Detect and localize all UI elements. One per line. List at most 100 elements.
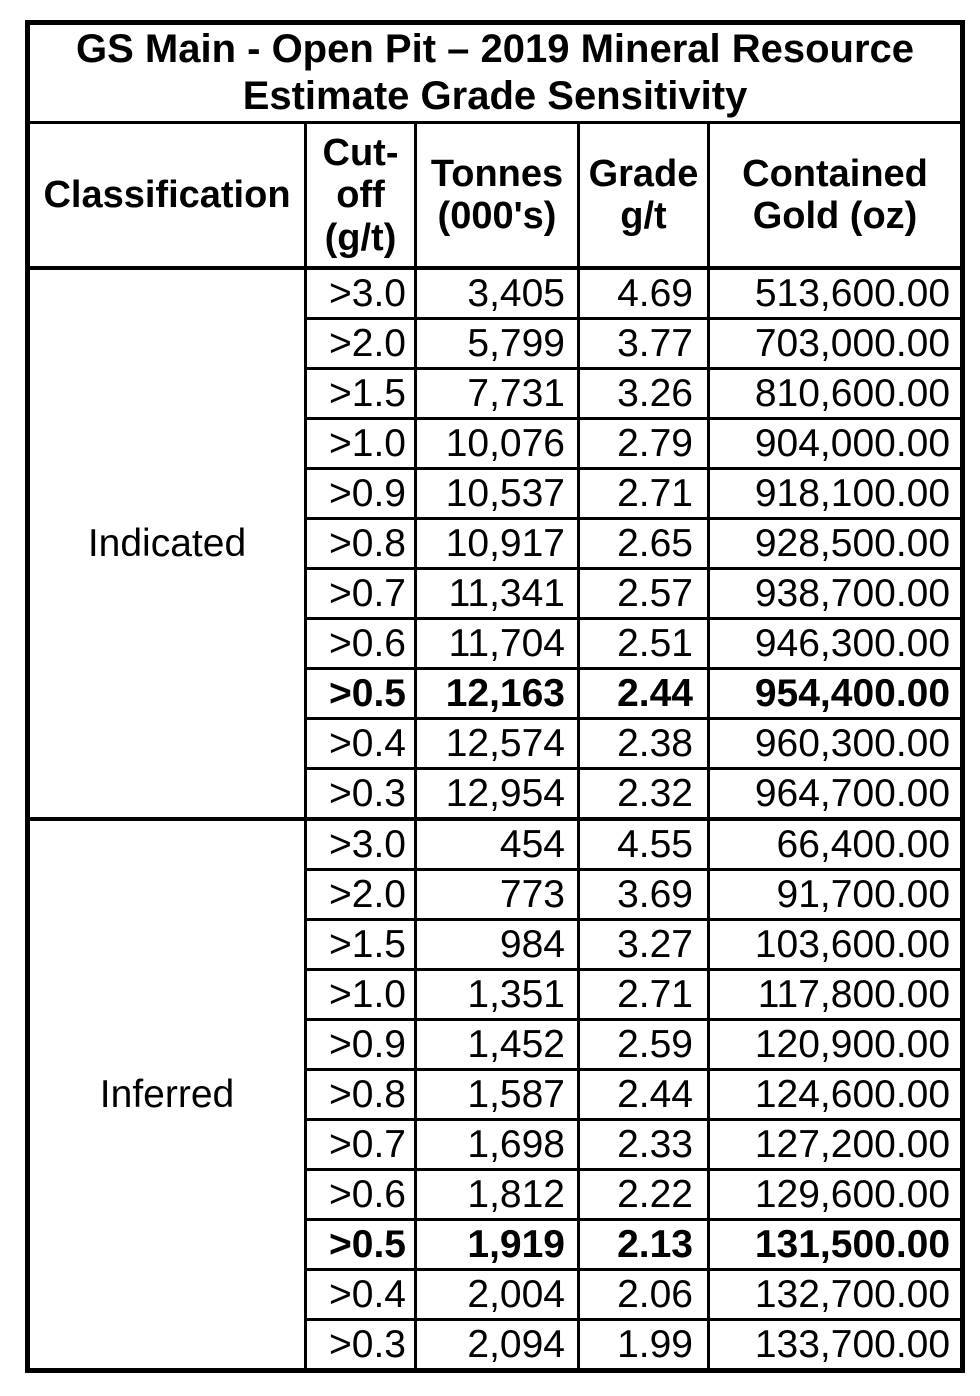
table-row: >0.4 2,004 2.06 132,700.00 xyxy=(28,1268,965,1322)
cutoff-cell: >0.8 xyxy=(304,1068,417,1122)
cutoff-cell: >0.7 xyxy=(304,567,417,621)
tonnes-cell: 1,698 xyxy=(414,1118,580,1172)
contained-gold-cell: 703,000.00 xyxy=(706,317,965,371)
grade-cell: 3.77 xyxy=(577,317,710,371)
table-row: >1.5 7,731 3.26 810,600.00 xyxy=(28,367,965,421)
cutoff-cell: >0.5 xyxy=(304,667,417,721)
tonnes-cell: 11,704 xyxy=(414,617,580,671)
contained-gold-cell: 918,100.00 xyxy=(706,467,965,521)
cutoff-cell: >0.4 xyxy=(304,717,417,771)
grade-cell: 2.32 xyxy=(577,767,710,821)
contained-gold-cell: 127,200.00 xyxy=(706,1118,965,1172)
grade-cell: 2.38 xyxy=(577,717,710,771)
contained-gold-cell: 129,600.00 xyxy=(706,1168,965,1222)
table-row: >0.9 1,452 2.59 120,900.00 xyxy=(28,1018,965,1072)
title-row: GS Main - Open Pit – 2019 Mineral Resour… xyxy=(25,20,965,125)
grade-cell: 3.69 xyxy=(577,868,710,922)
grade-cell: 2.44 xyxy=(577,667,710,721)
contained-gold-cell: 964,700.00 xyxy=(706,767,965,821)
col-header-tonnes: Tonnes (000's) xyxy=(414,121,580,270)
grade-cell: 2.71 xyxy=(577,467,710,521)
tonnes-cell: 10,537 xyxy=(414,467,580,521)
table-row: >0.8 1,587 2.44 124,600.00 xyxy=(28,1068,965,1122)
grade-cell: 3.26 xyxy=(577,367,710,421)
grade-cell: 2.59 xyxy=(577,1018,710,1072)
contained-gold-cell: 103,600.00 xyxy=(706,918,965,972)
tonnes-cell: 1,812 xyxy=(414,1168,580,1222)
contained-gold-cell: 132,700.00 xyxy=(706,1268,965,1322)
contained-gold-cell: 928,500.00 xyxy=(706,517,965,571)
cutoff-cell: >0.6 xyxy=(304,617,417,671)
table-row: >0.9 10,537 2.71 918,100.00 xyxy=(28,467,965,521)
tonnes-cell: 5,799 xyxy=(414,317,580,371)
grade-sensitivity-table: GS Main - Open Pit – 2019 Mineral Resour… xyxy=(25,20,966,1374)
grade-cell: 2.33 xyxy=(577,1118,710,1172)
col-header-contained-gold: Contained Gold (oz) xyxy=(706,121,965,270)
tonnes-cell: 984 xyxy=(414,918,580,972)
cutoff-cell: >0.4 xyxy=(304,1268,417,1322)
table-row: >1.5 984 3.27 103,600.00 xyxy=(28,918,965,972)
grade-cell: 4.55 xyxy=(577,817,710,872)
table-row: >1.0 1,351 2.71 117,800.00 xyxy=(28,968,965,1022)
grade-cell: 2.57 xyxy=(577,567,710,621)
contained-gold-cell: 124,600.00 xyxy=(706,1068,965,1122)
tonnes-cell: 773 xyxy=(414,868,580,922)
mineral-resource-table: GS Main - Open Pit – 2019 Mineral Resour… xyxy=(25,20,966,1374)
tonnes-cell: 1,919 xyxy=(414,1218,580,1272)
contained-gold-cell: 91,700.00 xyxy=(706,868,965,922)
contained-gold-cell: 904,000.00 xyxy=(706,417,965,471)
table-row: Inferred >3.0 454 4.55 66,400.00 xyxy=(26,817,965,1373)
tonnes-cell: 12,954 xyxy=(414,767,580,821)
table-row: >0.6 11,704 2.51 946,300.00 xyxy=(28,617,965,671)
cutoff-cell: >3.0 xyxy=(304,817,417,872)
tonnes-cell: 1,587 xyxy=(414,1068,580,1122)
table-row: >0.6 1,812 2.22 129,600.00 xyxy=(28,1168,965,1222)
cutoff-cell: >1.0 xyxy=(304,417,417,471)
grade-cell: 2.65 xyxy=(577,517,710,571)
table-row: >0.5 12,163 2.44 954,400.00 xyxy=(28,667,965,721)
contained-gold-cell: 133,700.00 xyxy=(706,1318,965,1373)
contained-gold-cell: 954,400.00 xyxy=(706,667,965,721)
grade-cell: 2.71 xyxy=(577,968,710,1022)
table-body: Indicated >3.0 3,405 4.69 513,600.00 >2.0 5,79… xyxy=(26,266,965,1373)
grade-cell: 4.69 xyxy=(577,266,710,321)
classification-cell: Indicated xyxy=(26,266,307,821)
grade-cell: 2.44 xyxy=(577,1068,710,1122)
table-row: >2.0 773 3.69 91,700.00 xyxy=(28,868,965,922)
contained-gold-cell: 960,300.00 xyxy=(706,717,965,771)
cutoff-cell: >0.7 xyxy=(304,1118,417,1172)
grade-cell: 3.27 xyxy=(577,918,710,972)
contained-gold-cell: 810,600.00 xyxy=(706,367,965,421)
table-row: >0.5 1,919 2.13 131,500.00 xyxy=(28,1218,965,1272)
column-header-row: Classification Cut- off (g/t) Tonnes (00… xyxy=(26,121,965,270)
tonnes-cell: 2,094 xyxy=(414,1318,580,1373)
cutoff-cell: >1.5 xyxy=(304,918,417,972)
cutoff-cell: >0.8 xyxy=(304,517,417,571)
col-header-classification: Classification xyxy=(26,121,307,270)
tonnes-cell: 12,574 xyxy=(414,717,580,771)
table-row: >0.3 2,094 1.99 133,700.00 xyxy=(28,1318,965,1373)
tonnes-cell: 10,076 xyxy=(414,417,580,471)
tonnes-cell: 1,351 xyxy=(414,968,580,1022)
contained-gold-cell: 117,800.00 xyxy=(706,968,965,1022)
contained-gold-cell: 938,700.00 xyxy=(706,567,965,621)
contained-gold-cell: 120,900.00 xyxy=(706,1018,965,1072)
table-row: >2.0 5,799 3.77 703,000.00 xyxy=(28,317,965,371)
grade-cell: 2.51 xyxy=(577,617,710,671)
cutoff-cell: >0.3 xyxy=(304,767,417,821)
grade-cell: 1.99 xyxy=(577,1318,710,1373)
tonnes-cell: 12,163 xyxy=(414,667,580,721)
col-header-grade: Grade g/t xyxy=(577,121,710,270)
table-row: >0.7 1,698 2.33 127,200.00 xyxy=(28,1118,965,1172)
cutoff-cell: >3.0 xyxy=(304,266,417,321)
cutoff-cell: >0.6 xyxy=(304,1168,417,1222)
grade-cell: 2.06 xyxy=(577,1268,710,1322)
contained-gold-cell: 131,500.00 xyxy=(706,1218,965,1272)
tonnes-cell: 1,452 xyxy=(414,1018,580,1072)
grade-cell: 2.13 xyxy=(577,1218,710,1272)
table-row: Indicated >3.0 3,405 4.69 513,600.00 xyxy=(26,266,965,821)
contained-gold-cell: 513,600.00 xyxy=(706,266,965,321)
cutoff-cell: >2.0 xyxy=(304,317,417,371)
tonnes-cell: 3,405 xyxy=(414,266,580,321)
tonnes-cell: 11,341 xyxy=(414,567,580,621)
